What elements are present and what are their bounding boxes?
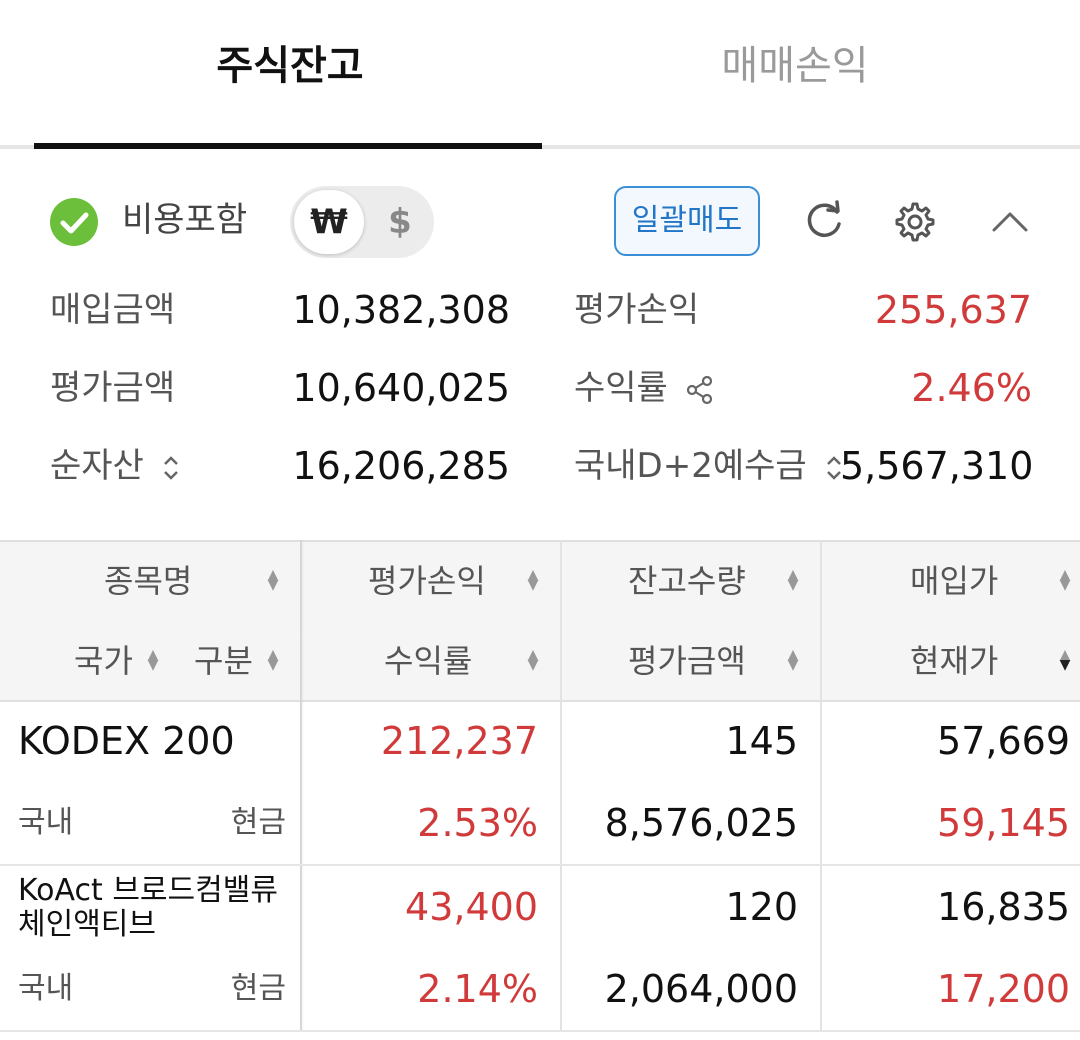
- net-assets-label[interactable]: 순자산: [50, 441, 181, 491]
- stock-eval-pl: 43,400: [405, 885, 538, 929]
- stock-type: 현금: [230, 971, 286, 1006]
- header-name[interactable]: 종목명: [104, 562, 193, 600]
- stock-return-rate: 2.14%: [417, 967, 538, 1011]
- return-rate-label[interactable]: 수익률: [574, 363, 715, 413]
- currency-toggle[interactable]: ₩ $: [290, 186, 434, 258]
- column-divider: [820, 540, 822, 1032]
- eval-pl-value: 255,637: [874, 288, 1032, 332]
- eval-amount-label: 평가금액: [50, 368, 176, 408]
- sort-icon[interactable]: ▲ ▼: [267, 567, 279, 593]
- deposit-value: 5,567,310: [840, 444, 1034, 488]
- bulk-sell-button[interactable]: 일괄매도: [614, 186, 760, 256]
- return-rate-label-text: 수익률: [574, 368, 668, 408]
- sort-icon-active[interactable]: ▲ ▼: [1059, 647, 1071, 673]
- sort-icon[interactable]: ▲ ▼: [527, 567, 539, 593]
- net-assets-label-text: 순자산: [50, 446, 144, 486]
- check-icon: [60, 212, 89, 234]
- stock-qty: 120: [725, 885, 798, 929]
- chevron-up-icon[interactable]: [986, 198, 1034, 246]
- header-type[interactable]: 구분: [194, 642, 253, 680]
- frozen-column-shadow: [300, 540, 304, 1032]
- net-assets-value: 16,206,285: [292, 444, 510, 488]
- stock-name[interactable]: KoAct 브로드컴밸류 체인액티브: [18, 874, 278, 942]
- stock-cur-price: 59,145: [937, 801, 1070, 845]
- stock-eval-pl: 212,237: [380, 719, 538, 763]
- currency-usd-option[interactable]: $: [388, 202, 412, 242]
- stock-type: 현금: [230, 805, 286, 840]
- eval-amount-value: 10,640,025: [292, 366, 510, 410]
- deposit-label-text: 국내D+2예수금: [574, 446, 807, 486]
- purchase-amount-label: 매입금액: [50, 290, 176, 330]
- header-country[interactable]: 국가: [74, 642, 133, 680]
- tab-trading-pl[interactable]: 매매손익: [721, 43, 869, 89]
- table-row[interactable]: KoAct 브로드컴밸류 체인액티브 국내 현금 43,400 2.14% 12…: [0, 866, 1080, 1032]
- table-header: 종목명 ▲ ▼ 국가 ▲ ▼ 구분 ▲ ▼ 평가손익 ▲ ▼ 수익률 ▲ ▼ 잔고수량 ▲…: [0, 540, 1080, 702]
- tab-bar: 주식잔고 매매손익: [0, 0, 1080, 149]
- stock-qty: 145: [725, 719, 798, 763]
- header-eval-amount[interactable]: 평가금액: [628, 642, 746, 680]
- gear-icon[interactable]: [891, 198, 939, 246]
- table-row[interactable]: KODEX 200 국내 현금 212,237 2.53% 145 8,576,…: [0, 700, 1080, 866]
- active-tab-indicator: [34, 143, 542, 149]
- sort-icon[interactable]: ▲ ▼: [787, 647, 799, 673]
- eval-pl-label: 평가손익: [574, 290, 700, 330]
- deposit-label[interactable]: 국내D+2예수금: [574, 441, 844, 491]
- stock-buy-price: 57,669: [937, 719, 1070, 763]
- stock-name-line1: KoAct 브로드컴밸류: [18, 873, 278, 908]
- purchase-amount-value: 10,382,308: [292, 288, 510, 332]
- sort-icon[interactable]: ▲ ▼: [787, 567, 799, 593]
- include-fees-checkbox[interactable]: [50, 198, 98, 246]
- share-icon: [686, 375, 712, 404]
- stock-country: 국내: [18, 971, 74, 1006]
- stock-eval-amount: 2,064,000: [604, 967, 798, 1011]
- stock-name-line2: 체인액티브: [18, 907, 156, 942]
- header-cur-price[interactable]: 현재가: [910, 642, 999, 680]
- header-return-rate[interactable]: 수익률: [384, 642, 473, 680]
- refresh-icon[interactable]: [800, 198, 848, 246]
- stock-eval-amount: 8,576,025: [604, 801, 798, 845]
- stock-cur-price: 17,200: [937, 967, 1070, 1011]
- stock-name[interactable]: KODEX 200: [18, 719, 235, 763]
- sort-icon[interactable]: ▲ ▼: [527, 647, 539, 673]
- header-qty[interactable]: 잔고수량: [628, 562, 746, 600]
- column-divider: [300, 540, 302, 1032]
- sort-toggle-icon: [163, 455, 178, 480]
- sort-icon[interactable]: ▲ ▼: [1059, 567, 1071, 593]
- header-buy-price[interactable]: 매입가: [910, 562, 999, 600]
- stock-country: 국내: [18, 805, 74, 840]
- column-divider: [560, 540, 562, 1032]
- currency-won-option[interactable]: ₩: [294, 190, 364, 254]
- sort-toggle-icon: [826, 455, 841, 480]
- stock-return-rate: 2.53%: [417, 801, 538, 845]
- header-eval-pl[interactable]: 평가손익: [368, 562, 486, 600]
- include-fees-label[interactable]: 비용포함: [122, 200, 248, 240]
- tab-stock-balance[interactable]: 주식잔고: [216, 43, 364, 89]
- stock-buy-price: 16,835: [937, 885, 1070, 929]
- return-rate-value: 2.46%: [911, 366, 1032, 410]
- sort-icon[interactable]: ▲ ▼: [267, 647, 279, 673]
- sort-icon[interactable]: ▲ ▼: [147, 647, 159, 673]
